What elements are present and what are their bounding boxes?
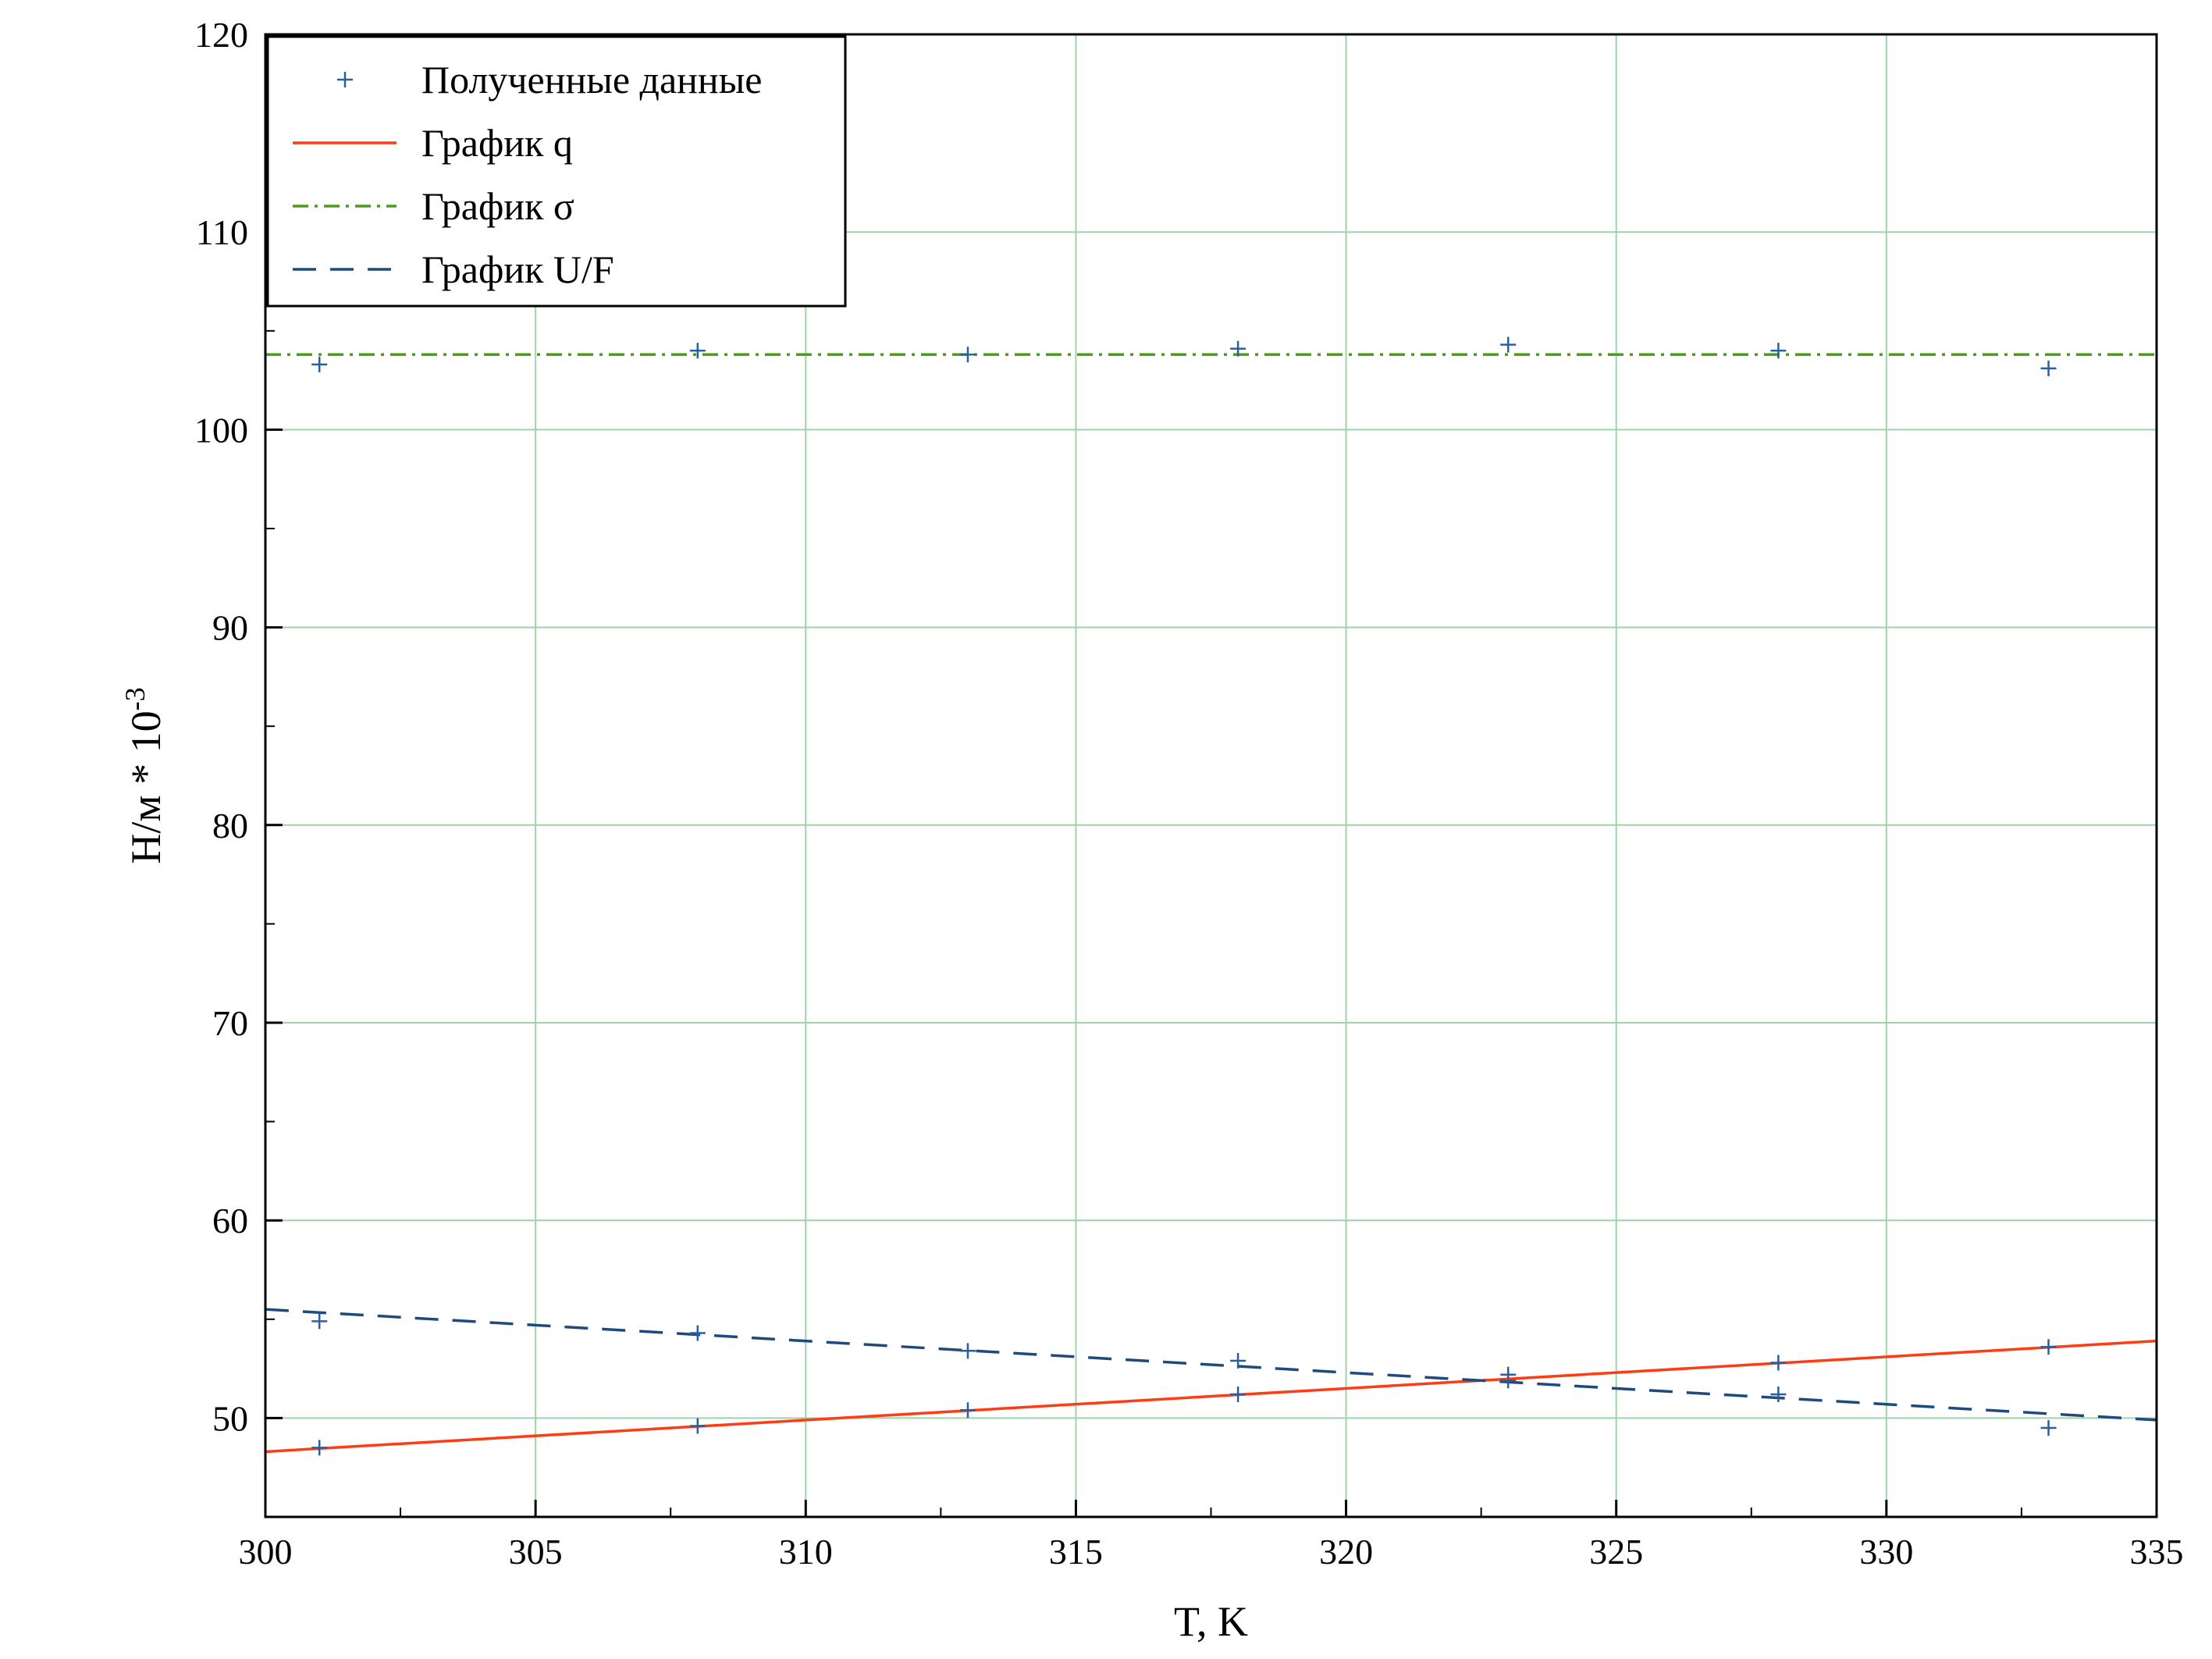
legend-label: График σ xyxy=(421,184,574,228)
x-tick-label: 310 xyxy=(779,1532,833,1572)
y-axis-label-exponent: -3 xyxy=(119,687,151,710)
data-point xyxy=(1500,336,1517,353)
series-line-3 xyxy=(265,1308,2157,1422)
y-axis-label: Н/м * 10-3 xyxy=(119,687,169,863)
data-point xyxy=(1770,1387,1787,1403)
x-tick-label: 330 xyxy=(1859,1532,1913,1572)
x-axis-label: T, K xyxy=(1174,1598,1248,1645)
series-line-1 xyxy=(265,1339,2157,1454)
data-point xyxy=(2040,360,2057,376)
data-point xyxy=(2040,1420,2057,1436)
data-point xyxy=(1500,1372,1517,1389)
data-point xyxy=(1770,343,1787,359)
data-point xyxy=(2040,1339,2057,1355)
data-point xyxy=(689,1418,706,1434)
x-tick-label: 335 xyxy=(2130,1532,2184,1572)
x-tick-label: 305 xyxy=(509,1532,563,1572)
y-tick-label: 110 xyxy=(196,212,248,252)
y-tick-label: 80 xyxy=(212,806,248,846)
data-point xyxy=(311,1313,328,1330)
grid xyxy=(265,34,2157,1517)
plot-frame xyxy=(264,33,2158,1518)
y-tick-label: 50 xyxy=(212,1398,248,1438)
y-tick-label: 90 xyxy=(212,608,248,648)
x-tick-label: 320 xyxy=(1319,1532,1373,1572)
legend-item: График σ xyxy=(293,184,574,228)
data-point xyxy=(311,1440,328,1456)
data-point xyxy=(311,356,328,372)
data-point xyxy=(1230,1387,1246,1403)
legend: Полученные данные График q График σ График … xyxy=(266,35,847,308)
data-point xyxy=(689,1325,706,1341)
data-point xyxy=(1230,1352,1246,1369)
data-point xyxy=(689,343,706,359)
data-point xyxy=(959,347,976,363)
data-point xyxy=(959,1402,976,1419)
legend-label: График q xyxy=(421,121,573,165)
data-point xyxy=(959,1343,976,1359)
y-tick-label: 120 xyxy=(194,15,248,55)
x-tick-label: 315 xyxy=(1049,1532,1103,1572)
y-axis-label-main: Н/м * 10 xyxy=(123,710,169,863)
legend-item: График U/F xyxy=(293,247,614,291)
x-tick-label: 300 xyxy=(239,1532,293,1572)
y-tick-label: 70 xyxy=(212,1003,248,1043)
legend-box xyxy=(266,35,847,308)
legend-label: График U/F xyxy=(421,247,614,291)
y-tick-label: 60 xyxy=(212,1201,248,1241)
legend-item: График q xyxy=(293,121,573,165)
tick-labels: 300 305 310 315 320 325 330 335 50 60 70 80 90 100 110… xyxy=(194,15,2184,1572)
plot-area xyxy=(265,336,2157,1456)
x-tick-label: 325 xyxy=(1589,1532,1643,1572)
y-tick-label: 100 xyxy=(194,410,248,450)
data-point xyxy=(1230,340,1246,357)
legend-item: Полученные данные xyxy=(337,58,762,101)
data-point xyxy=(1770,1355,1787,1371)
legend-label: Полученные данные xyxy=(421,58,762,101)
